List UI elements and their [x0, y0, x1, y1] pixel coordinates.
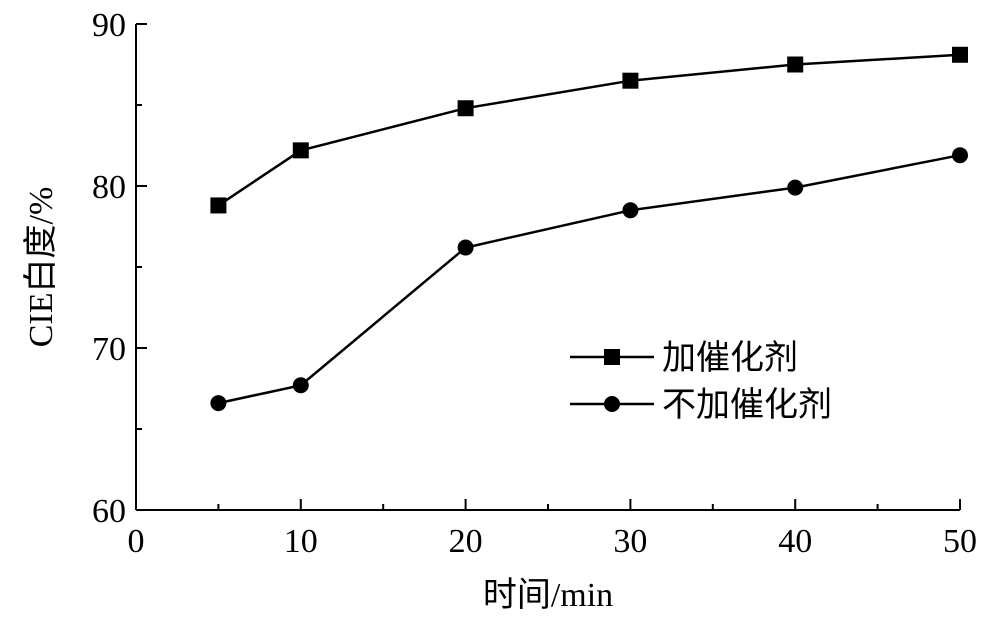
axes [135, 24, 960, 511]
series-2-point [787, 179, 804, 196]
x-tick-label: 50 [943, 523, 977, 560]
series [210, 46, 968, 412]
series-2-point [292, 377, 309, 394]
x-tick-label: 40 [778, 523, 812, 560]
series-1-point [457, 100, 474, 117]
y-tick-label: 60 [92, 493, 126, 530]
legend-label-1: 加催化剂 [662, 338, 798, 378]
ticks: 0 10 20 30 40 50 60 70 80 90 [92, 7, 977, 560]
series-1-point [952, 46, 968, 63]
series-1-point [292, 142, 309, 159]
series-1-point [787, 56, 804, 73]
y-tick-label: 80 [92, 169, 126, 206]
legend-label-2: 不加催化剂 [662, 385, 832, 425]
series-2-point [457, 239, 474, 256]
y-tick-label: 90 [92, 7, 126, 44]
series-line-1 [217, 53, 961, 207]
series-2-point [622, 202, 639, 219]
x-tick-label: 30 [613, 523, 647, 560]
y-tick-label: 70 [92, 331, 126, 368]
x-axis-title: 时间/min [483, 577, 613, 614]
x-tick-label: 10 [284, 523, 318, 560]
series-1-point [210, 197, 227, 214]
y-axis-title: CIE白度/% [22, 187, 60, 348]
legend-marker-2 [604, 396, 620, 412]
legend-marker-1 [604, 349, 620, 365]
series-line-2 [218, 153, 961, 405]
series-2-point [952, 147, 968, 164]
series-1-point [622, 72, 639, 89]
series-2-point [210, 395, 227, 412]
x-tick-label: 20 [449, 523, 483, 560]
x-tick-label: 0 [128, 523, 145, 560]
